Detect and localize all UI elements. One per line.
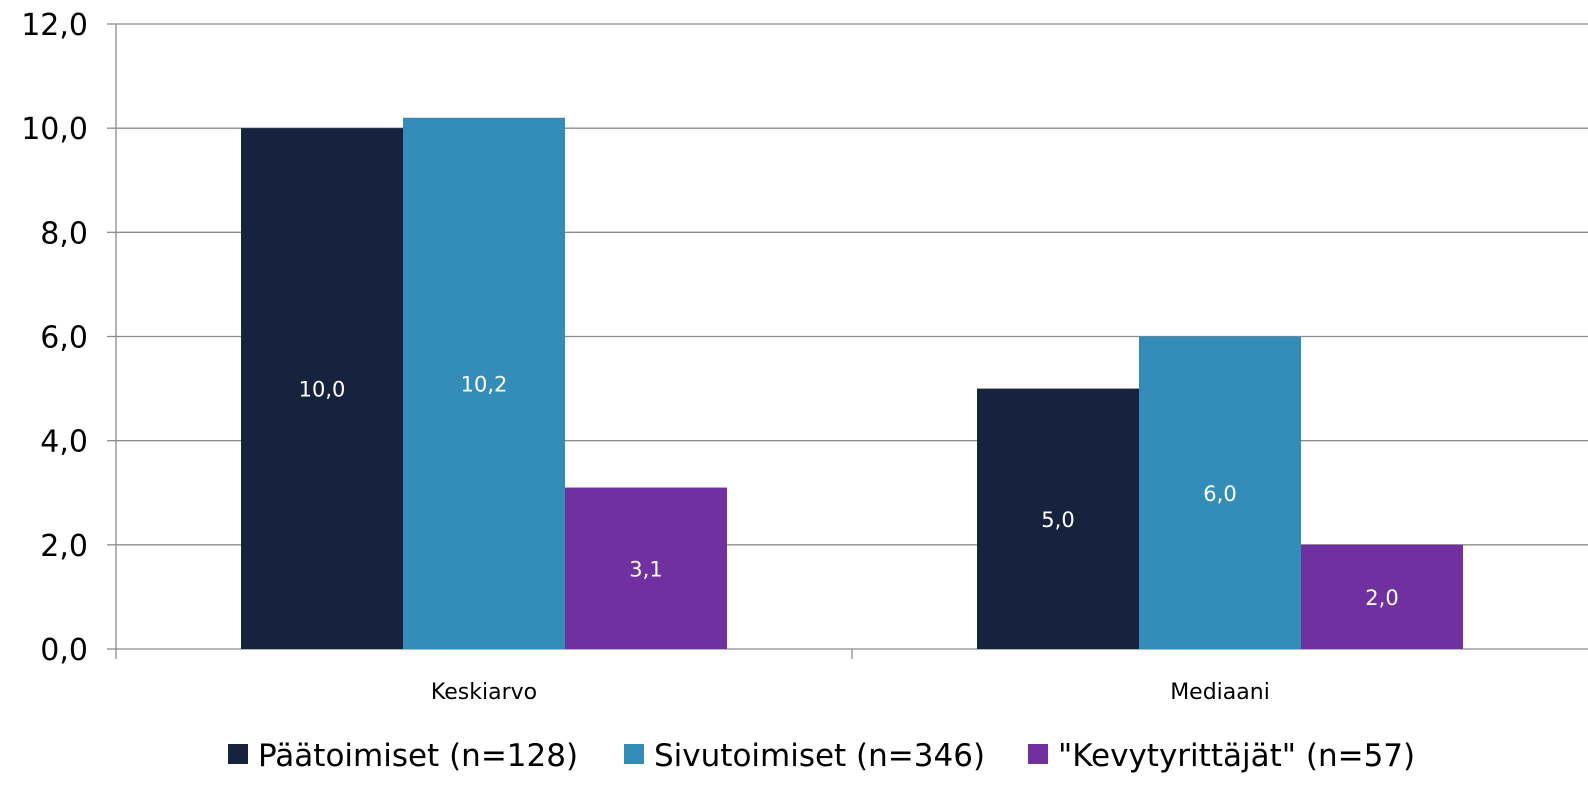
data-label: 10,0 xyxy=(299,378,346,402)
data-labels: 10,0 10,2 3,1 5,0 6,0 2,0 xyxy=(299,372,1399,610)
y-tick-label: 8,0 xyxy=(40,216,88,251)
axes: 0,0 2,0 4,0 6,0 8,0 10,0 12,0 Keskiarvo Mediaani xyxy=(21,8,1588,705)
y-tick-label: 10,0 xyxy=(21,112,88,147)
legend: Päätoimiset (n=128) Sivutoimiset (n=346) "… xyxy=(228,738,1415,774)
y-tick-label: 0,0 xyxy=(40,633,88,668)
data-label: 3,1 xyxy=(629,557,662,581)
bars xyxy=(241,117,1463,649)
data-label: 10,2 xyxy=(461,372,508,396)
legend-swatch xyxy=(1028,744,1048,764)
legend-label: "Kevytyrittäjät" (n=57) xyxy=(1058,738,1415,774)
data-label: 6,0 xyxy=(1203,482,1236,506)
bar xyxy=(977,388,1139,649)
legend-label: Päätoimiset (n=128) xyxy=(258,738,578,774)
bar xyxy=(1139,336,1301,649)
x-tick-label: Mediaani xyxy=(1170,680,1270,705)
y-tick-label: 4,0 xyxy=(40,425,88,460)
data-label: 2,0 xyxy=(1365,586,1398,610)
legend-swatch xyxy=(228,744,248,764)
bar xyxy=(241,128,403,649)
bar xyxy=(565,487,727,649)
bar xyxy=(1301,544,1463,649)
legend-swatch xyxy=(624,744,644,764)
bar xyxy=(403,117,565,649)
y-tick-label: 2,0 xyxy=(40,529,88,564)
data-label: 5,0 xyxy=(1041,508,1074,532)
x-tick-label: Keskiarvo xyxy=(431,680,537,705)
y-tick-label: 6,0 xyxy=(40,321,88,356)
y-tick-label: 12,0 xyxy=(21,8,88,43)
legend-label: Sivutoimiset (n=346) xyxy=(654,738,985,774)
